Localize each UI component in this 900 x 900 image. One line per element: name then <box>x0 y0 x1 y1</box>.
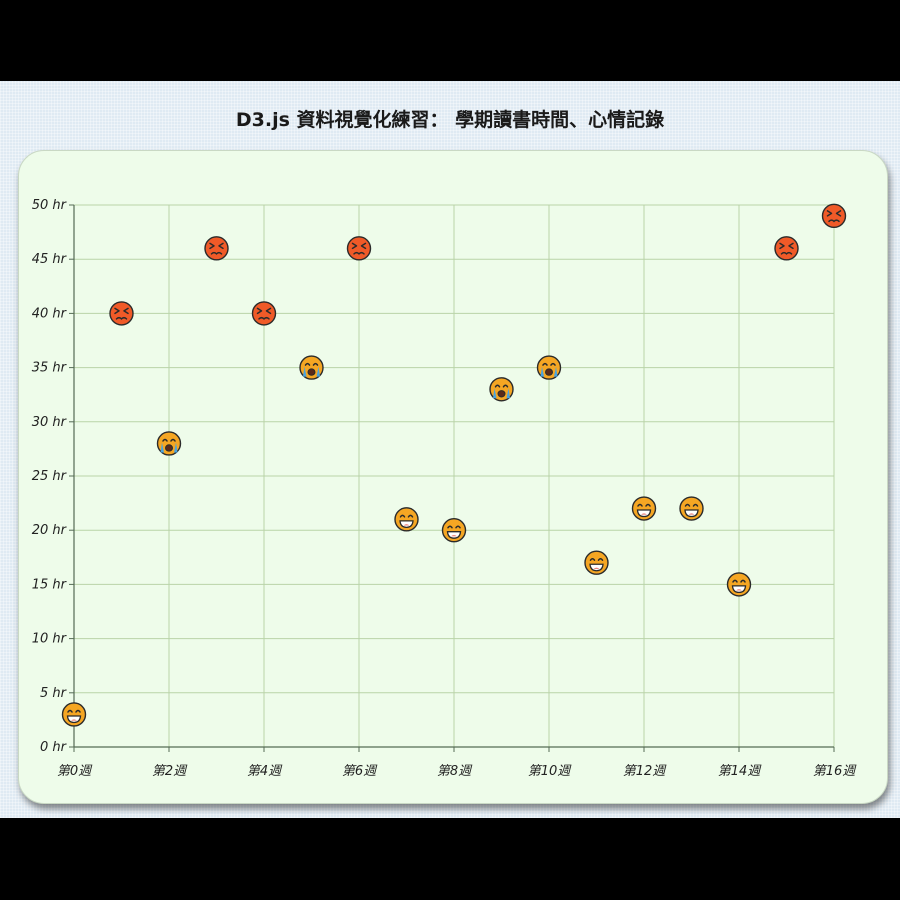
scatter-point-angry-icon <box>109 301 134 326</box>
scatter-point-crying-icon <box>536 355 562 380</box>
y-tick-label: 10 hr <box>32 632 68 647</box>
x-tick-label: 第6週 <box>342 764 378 779</box>
scatter-point-angry-icon <box>204 236 229 261</box>
y-tick-label: 45 hr <box>32 252 68 267</box>
scatter-point-angry-icon <box>346 236 372 261</box>
tick-labels: 0 hr 5 hr 10 hr 15 hr 20 hr 25 hr 30 hr 35 hr 40… <box>32 198 858 779</box>
x-tick-label: 第2週 <box>152 764 188 779</box>
x-tick-label: 第16週 <box>813 764 858 779</box>
scatter-point-angry-icon <box>251 301 277 326</box>
scatter-point-happy-icon <box>631 496 657 521</box>
scatter-point-happy-icon <box>61 702 87 727</box>
chart-card: 0 hr 5 hr 10 hr 15 hr 20 hr 25 hr 30 hr 35 hr 40… <box>18 150 888 804</box>
scatter-point-crying-icon <box>299 355 324 380</box>
scatter-point-crying-icon <box>489 377 514 402</box>
y-tick-label: 25 hr <box>32 469 68 484</box>
x-tick-label: 第14週 <box>718 764 763 779</box>
x-tick-label: 第12週 <box>623 764 668 779</box>
y-tick-label: 40 hr <box>32 306 68 321</box>
scatter-point-angry-icon <box>774 236 799 261</box>
y-tick-label: 15 hr <box>32 577 68 592</box>
y-tick-label: 0 hr <box>40 740 68 755</box>
scatter-chart: 0 hr 5 hr 10 hr 15 hr 20 hr 25 hr 30 hr 35 hr 40… <box>32 198 858 779</box>
scatter-point-crying-icon <box>156 431 182 456</box>
data-points <box>61 203 847 727</box>
scatter-point-angry-icon <box>821 203 847 229</box>
y-tick-label: 50 hr <box>32 198 68 213</box>
y-tick-label: 30 hr <box>32 415 68 430</box>
grid <box>73 204 835 748</box>
x-tick-label: 第4週 <box>247 764 283 779</box>
y-tick-label: 5 hr <box>40 686 68 701</box>
scatter-point-happy-icon <box>679 496 704 521</box>
scatter-point-happy-icon <box>441 518 467 543</box>
scatter-point-happy-icon <box>584 550 609 575</box>
scatter-point-happy-icon <box>726 572 752 597</box>
scatter-point-happy-icon <box>394 507 419 532</box>
x-tick-label: 第0週 <box>57 764 93 779</box>
y-tick-label: 35 hr <box>32 361 68 376</box>
axes <box>69 204 835 752</box>
page-background: D3.js 資料視覺化練習： 學期讀書時間、心情記錄 0 hr 5 hr 10 hr… <box>0 81 900 818</box>
y-tick-label: 20 hr <box>32 523 68 538</box>
page-title: D3.js 資料視覺化練習： 學期讀書時間、心情記錄 <box>235 109 665 131</box>
x-tick-label: 第10週 <box>528 764 573 779</box>
x-tick-label: 第8週 <box>437 764 473 779</box>
